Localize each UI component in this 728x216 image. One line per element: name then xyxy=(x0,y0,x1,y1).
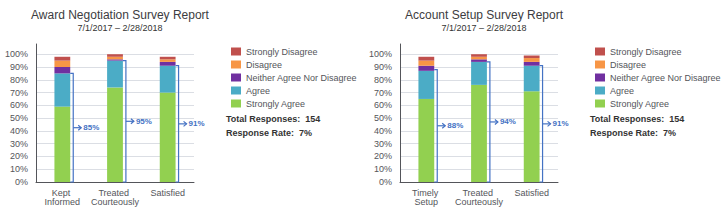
svg-text:60%: 60% xyxy=(10,100,28,110)
svg-text:Disagree: Disagree xyxy=(246,60,282,70)
svg-text:94%: 94% xyxy=(500,117,516,126)
svg-text:20%: 20% xyxy=(10,151,28,161)
svg-text:70%: 70% xyxy=(374,88,392,98)
svg-text:85%: 85% xyxy=(83,123,99,132)
svg-text:100%: 100% xyxy=(5,49,28,59)
svg-text:0%: 0% xyxy=(15,177,28,187)
svg-text:50%: 50% xyxy=(374,113,392,123)
svg-text:Account Setup Survey Report: Account Setup Survey Report xyxy=(405,8,564,22)
svg-text:Courteously: Courteously xyxy=(455,197,504,207)
svg-text:30%: 30% xyxy=(10,139,28,149)
svg-text:Total Responses: 154: Total Responses: 154 xyxy=(590,114,684,124)
svg-text:10%: 10% xyxy=(374,164,392,174)
svg-text:Setup: Setup xyxy=(415,197,439,207)
svg-text:60%: 60% xyxy=(374,100,392,110)
svg-text:Informed: Informed xyxy=(45,197,81,207)
svg-text:0%: 0% xyxy=(379,177,392,187)
svg-text:40%: 40% xyxy=(10,126,28,136)
svg-text:Satisfied: Satisfied xyxy=(514,188,549,198)
svg-text:Strongly Agree: Strongly Agree xyxy=(610,99,669,109)
svg-text:Response Rate: 7%: Response Rate: 7% xyxy=(590,128,676,138)
svg-text:Treated: Treated xyxy=(98,187,132,198)
svg-text:50%: 50% xyxy=(10,113,28,123)
svg-text:Kept: Kept xyxy=(51,187,73,198)
svg-text:91%: 91% xyxy=(553,119,569,128)
svg-text:7/1/2017 – 2/28/2018: 7/1/2017 – 2/28/2018 xyxy=(77,23,162,33)
svg-text:88%: 88% xyxy=(447,121,463,130)
svg-text:40%: 40% xyxy=(374,126,392,136)
svg-text:10%: 10% xyxy=(10,164,28,174)
svg-text:Courteously: Courteously xyxy=(91,197,140,207)
svg-text:90%: 90% xyxy=(374,62,392,72)
svg-text:Award Negotiation Survey Repor: Award Negotiation Survey Report xyxy=(31,8,210,22)
svg-text:70%: 70% xyxy=(10,88,28,98)
svg-text:100%: 100% xyxy=(369,49,392,59)
svg-text:Total Responses: 154: Total Responses: 154 xyxy=(226,114,320,124)
svg-text:80%: 80% xyxy=(10,75,28,85)
svg-text:Strongly Disagree: Strongly Disagree xyxy=(246,47,318,57)
svg-text:Timely: Timely xyxy=(412,187,441,198)
svg-text:Neither Agree Nor Disagree: Neither Agree Nor Disagree xyxy=(610,73,721,83)
svg-text:30%: 30% xyxy=(374,139,392,149)
svg-text:Treated: Treated xyxy=(462,187,496,198)
svg-text:Agree: Agree xyxy=(246,86,270,96)
svg-text:7/1/2017 – 2/28/2018: 7/1/2017 – 2/28/2018 xyxy=(441,23,526,33)
svg-text:Strongly Disagree: Strongly Disagree xyxy=(610,47,682,57)
svg-text:Neither Agree Nor Disagree: Neither Agree Nor Disagree xyxy=(246,73,357,83)
svg-text:Strongly Agree: Strongly Agree xyxy=(246,99,305,109)
svg-text:90%: 90% xyxy=(10,62,28,72)
svg-text:80%: 80% xyxy=(374,75,392,85)
svg-text:20%: 20% xyxy=(374,151,392,161)
svg-text:91%: 91% xyxy=(189,119,205,128)
svg-text:95%: 95% xyxy=(136,117,152,126)
svg-text:Response Rate: 7%: Response Rate: 7% xyxy=(226,128,312,138)
svg-text:Satisfied: Satisfied xyxy=(150,188,185,198)
svg-text:Agree: Agree xyxy=(610,86,634,96)
svg-text:Disagree: Disagree xyxy=(610,60,646,70)
